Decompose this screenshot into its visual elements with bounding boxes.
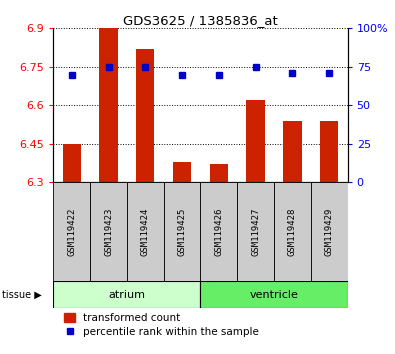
Text: atrium: atrium xyxy=(108,290,145,300)
Bar xyxy=(62,144,81,182)
Bar xyxy=(53,182,90,281)
Bar xyxy=(283,121,302,182)
Bar xyxy=(201,182,237,281)
Text: GSM119428: GSM119428 xyxy=(288,208,297,256)
Bar xyxy=(210,164,228,182)
Text: GSM119422: GSM119422 xyxy=(67,208,76,256)
Bar xyxy=(311,182,348,281)
Bar xyxy=(201,281,348,308)
Bar xyxy=(99,28,118,182)
Title: GDS3625 / 1385836_at: GDS3625 / 1385836_at xyxy=(123,14,278,27)
Legend: transformed count, percentile rank within the sample: transformed count, percentile rank withi… xyxy=(64,313,259,337)
Text: GSM119423: GSM119423 xyxy=(104,208,113,256)
Text: tissue ▶: tissue ▶ xyxy=(2,290,42,300)
Text: GSM119426: GSM119426 xyxy=(214,208,223,256)
Text: GSM119424: GSM119424 xyxy=(141,208,150,256)
Bar xyxy=(237,182,274,281)
Bar xyxy=(164,182,201,281)
Bar xyxy=(136,49,154,182)
Bar xyxy=(274,182,311,281)
Text: ventricle: ventricle xyxy=(250,290,299,300)
Bar xyxy=(320,121,339,182)
Bar xyxy=(90,182,127,281)
Bar xyxy=(246,100,265,182)
Bar xyxy=(53,281,201,308)
Text: GSM119425: GSM119425 xyxy=(178,208,186,256)
Text: GSM119429: GSM119429 xyxy=(325,208,334,256)
Text: GSM119427: GSM119427 xyxy=(251,208,260,256)
Bar xyxy=(127,182,164,281)
Bar xyxy=(173,162,191,182)
